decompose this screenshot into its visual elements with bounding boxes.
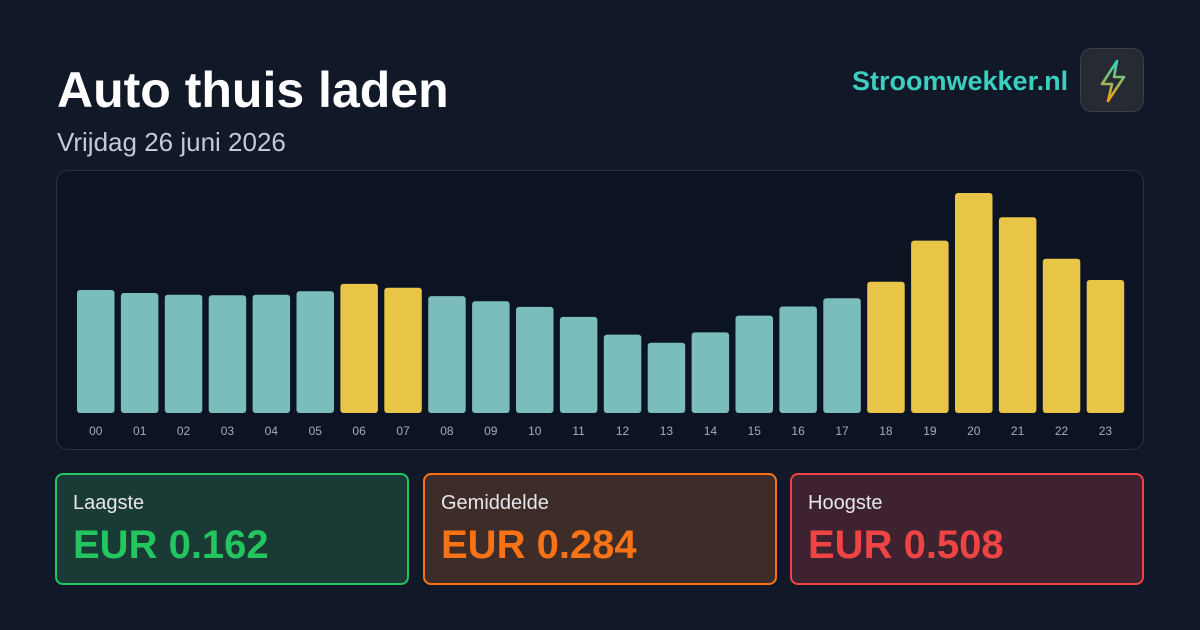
bar-hour-20 bbox=[955, 193, 993, 413]
page-subtitle: Vrijdag 26 juni 2026 bbox=[57, 127, 286, 157]
tick-label-05: 05 bbox=[309, 424, 323, 438]
bar-hour-15 bbox=[735, 315, 773, 413]
tick-label-04: 04 bbox=[265, 424, 279, 438]
tick-label-09: 09 bbox=[484, 424, 498, 438]
tick-label-15: 15 bbox=[748, 424, 762, 438]
stat-value-average: EUR 0.284 bbox=[441, 523, 637, 567]
bar-hour-03 bbox=[208, 295, 247, 413]
bar-hour-22 bbox=[1042, 258, 1081, 413]
bar-hour-12 bbox=[603, 334, 642, 413]
stat-label-average: Gemiddelde bbox=[441, 492, 549, 514]
bar-hour-11 bbox=[559, 316, 598, 413]
tick-label-20: 20 bbox=[967, 424, 981, 438]
bar-hour-06 bbox=[340, 283, 378, 413]
stat-label-lowest: Laagste bbox=[73, 492, 145, 514]
stat-card-highest: Hoogste EUR 0.508 bbox=[790, 473, 1144, 585]
brand-name[interactable]: Stroomwekker.nl bbox=[852, 66, 1069, 96]
tick-label-18: 18 bbox=[879, 424, 893, 438]
bar-hour-21 bbox=[998, 217, 1037, 413]
tick-label-22: 22 bbox=[1055, 424, 1069, 438]
tick-label-08: 08 bbox=[440, 424, 454, 438]
stat-value-lowest: EUR 0.162 bbox=[73, 523, 269, 567]
stat-label-highest: Hoogste bbox=[808, 492, 883, 514]
tick-label-19: 19 bbox=[923, 424, 937, 438]
tick-label-12: 12 bbox=[616, 424, 630, 438]
bar-hour-13 bbox=[647, 342, 686, 413]
bar-hour-07 bbox=[384, 287, 422, 413]
bar-hour-14 bbox=[691, 332, 730, 413]
stat-value-highest: EUR 0.508 bbox=[808, 523, 1004, 567]
bar-hour-18 bbox=[867, 281, 905, 413]
bar-hour-00 bbox=[77, 290, 115, 413]
bar-hour-23 bbox=[1086, 280, 1125, 413]
tick-label-17: 17 bbox=[835, 424, 849, 438]
bar-hour-04 bbox=[252, 294, 291, 413]
stat-card-average: Gemiddelde EUR 0.284 bbox=[423, 473, 777, 585]
bar-hour-02 bbox=[164, 294, 203, 413]
bar-hour-19 bbox=[911, 240, 949, 413]
tick-label-16: 16 bbox=[791, 424, 805, 438]
brand-logo[interactable] bbox=[1080, 48, 1144, 112]
tick-label-13: 13 bbox=[660, 424, 674, 438]
tick-label-06: 06 bbox=[352, 424, 366, 438]
page-title: Auto thuis laden bbox=[57, 62, 449, 118]
bar-hour-17 bbox=[823, 298, 861, 413]
tick-label-10: 10 bbox=[528, 424, 542, 438]
tick-label-02: 02 bbox=[177, 424, 191, 438]
tick-label-21: 21 bbox=[1011, 424, 1025, 438]
tick-label-00: 00 bbox=[89, 424, 103, 438]
bar-hour-05 bbox=[296, 291, 334, 413]
tick-label-11: 11 bbox=[572, 424, 585, 438]
bar-hour-09 bbox=[472, 301, 510, 413]
tick-label-07: 07 bbox=[396, 424, 410, 438]
tick-label-23: 23 bbox=[1099, 424, 1113, 438]
bar-hour-08 bbox=[428, 296, 466, 413]
lightning-bolt-icon bbox=[1100, 59, 1126, 103]
bar-hour-16 bbox=[779, 306, 817, 413]
tick-label-01: 01 bbox=[133, 424, 147, 438]
bar-hour-01 bbox=[120, 293, 159, 413]
price-chart: 00 01 02 03 04 05 06 07 08 09 10 11 12 13 14 15 16 17 18 19… bbox=[56, 170, 1144, 450]
tick-label-03: 03 bbox=[221, 424, 235, 438]
tick-label-14: 14 bbox=[704, 424, 718, 438]
stat-card-lowest: Laagste EUR 0.162 bbox=[55, 473, 409, 585]
price-bar-chart: 00 01 02 03 04 05 06 07 08 09 10 11 12 13 14 15 16 17 18 19… bbox=[77, 193, 1125, 438]
bar-hour-10 bbox=[516, 306, 554, 413]
